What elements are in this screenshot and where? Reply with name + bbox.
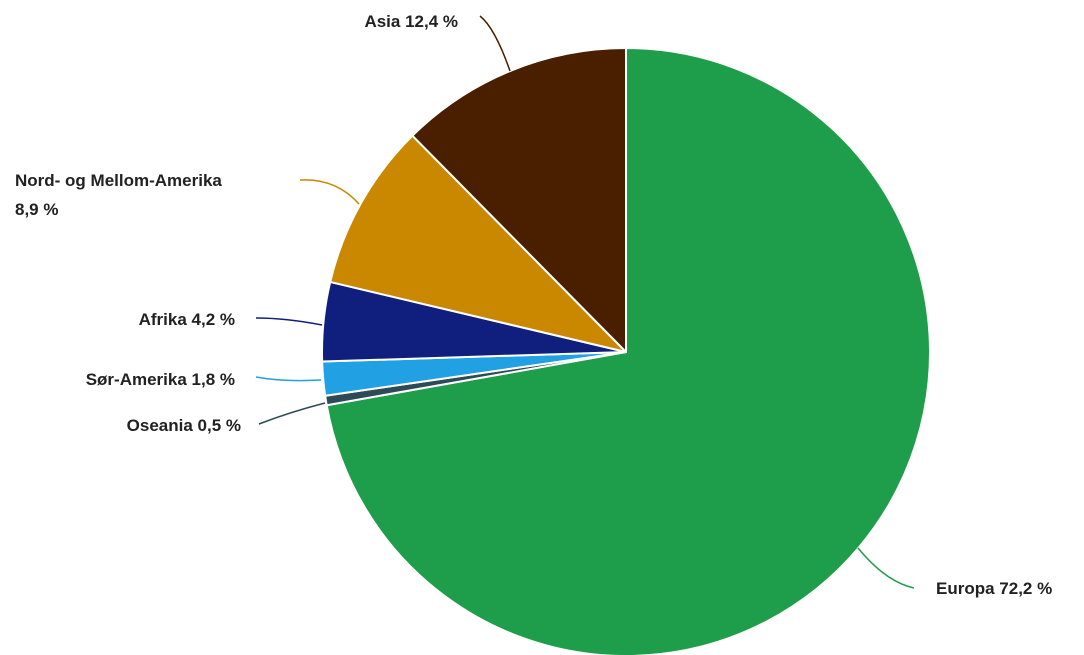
data-label-nord-og-mellom-amerika: Nord- og Mellom-Amerika: [15, 171, 222, 190]
data-label-nord-og-mellom-amerika-value: 8,9 %: [15, 200, 58, 219]
leader-lines: [255, 15, 915, 589]
data-label-afrika: Afrika 4,2 %: [139, 310, 235, 329]
leader-line-afrika: [255, 317, 323, 326]
data-labels: Europa 72,2 % Oseania 0,5 % Sør-Amerika 1,…: [15, 12, 1052, 598]
pie-slice-nord-og-mellom-amerika: [329, 134, 627, 353]
data-label-oseania: Oseania 0,5 %: [127, 416, 241, 435]
leader-line-europa: [857, 547, 915, 589]
leader-line-asia: [479, 15, 511, 72]
pie-slice-asia: [411, 47, 627, 353]
pie-slice-europa: [325, 47, 931, 655]
pie-slices: [321, 47, 931, 655]
leader-line-nord-og-mellom-amerika: [299, 179, 360, 205]
data-label-europa: Europa 72,2 %: [936, 579, 1052, 598]
leader-line-oseania: [258, 402, 326, 425]
data-label-asia: Asia 12,4 %: [364, 12, 458, 31]
data-label-sor-amerika: Sør-Amerika 1,8 %: [86, 370, 235, 389]
leader-line-sor-amerika: [255, 376, 322, 382]
